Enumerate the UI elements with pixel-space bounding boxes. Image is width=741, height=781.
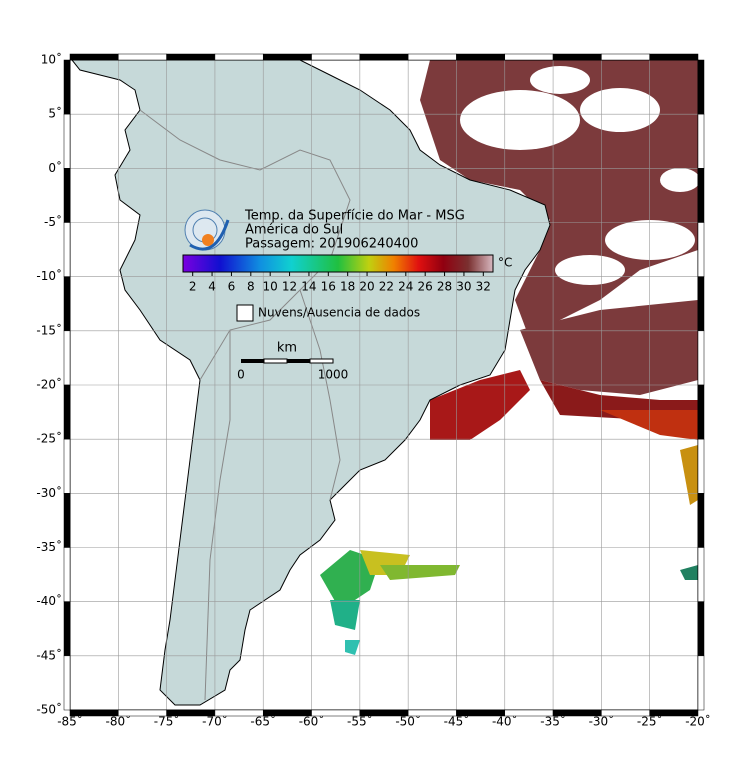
frame-segment [697, 655, 705, 711]
pass: Passagem: 201906240400 [245, 237, 418, 252]
borders [204, 330, 231, 701]
frame-segment [601, 53, 650, 61]
map-area [71, 60, 698, 706]
region: América do Sul [245, 223, 343, 238]
frame-segment [63, 493, 71, 548]
frame-segment [407, 53, 457, 61]
lon-tick-label: -65˚ [250, 714, 276, 729]
colorbar-tick-label: 28 [437, 280, 452, 294]
borders [299, 289, 341, 501]
frame-segment [63, 547, 71, 602]
frame-segment [63, 276, 71, 332]
colorbar-tick-label: 30 [456, 280, 471, 294]
lat-tick-label: -50˚ [36, 702, 62, 717]
frame-segment [697, 59, 705, 115]
lat-tick-label: 0˚ [48, 160, 62, 175]
frame-segment [697, 438, 705, 494]
frame-segment [697, 276, 705, 332]
lat-tick-label: 5˚ [48, 106, 62, 121]
scale-label: 0 [237, 368, 245, 382]
lat-tick-label: -25˚ [36, 431, 62, 446]
lon-tick-label: -40˚ [492, 714, 518, 729]
frame-segment [697, 330, 705, 386]
frame-segment [262, 53, 312, 61]
frame-segment [63, 655, 71, 711]
frame-segment [649, 53, 699, 61]
legend-label: Nuvens/Ausencia de dados [258, 306, 420, 320]
frame-segment [63, 222, 71, 277]
colorbar-tick-label: 4 [208, 280, 216, 294]
frame-segment [63, 59, 71, 115]
lon-tick-label: -25˚ [637, 714, 663, 729]
frame-segment [359, 53, 409, 61]
lat-tick-label: -30˚ [36, 485, 62, 500]
frame-segment [649, 709, 699, 717]
lat-tick-label: 10˚ [41, 52, 62, 67]
lat-tick-label: -35˚ [36, 539, 62, 554]
lon-tick-label: -70˚ [202, 714, 228, 729]
lon-tick-label: -60˚ [299, 714, 325, 729]
frame-segment [504, 53, 554, 61]
frame-segment [63, 168, 71, 223]
colorbar-tick-label: 10 [263, 280, 278, 294]
frame-segment [697, 601, 705, 657]
frame-segment [311, 53, 361, 61]
frame-segment [697, 222, 705, 277]
colorbar-tick-label: 6 [228, 280, 236, 294]
frame-segment [697, 547, 705, 602]
lat-tick-label: -45˚ [36, 647, 62, 662]
scale-unit: km [277, 341, 297, 356]
lon-tick-label: -45˚ [444, 714, 470, 729]
lon-tick-label: -35˚ [540, 714, 566, 729]
frame-segment [697, 168, 705, 223]
lat-tick-label: -40˚ [36, 593, 62, 608]
frame-segment [552, 53, 602, 61]
frame-segment [69, 53, 119, 61]
colorbar-tick-label: 8 [247, 280, 255, 294]
logo [184, 209, 230, 251]
lat-tick-label: -15˚ [36, 322, 62, 337]
frame-segment [63, 113, 71, 169]
lon-tick-label: -85˚ [57, 714, 83, 729]
lon-tick-label: -50˚ [395, 714, 421, 729]
lon-tick-label: -75˚ [154, 714, 180, 729]
colorbar-tick-label: 14 [301, 280, 316, 294]
frame-segment [214, 53, 264, 61]
lat-tick-label: -20˚ [36, 377, 62, 392]
colorbar-tick-label: 2 [189, 280, 197, 294]
frame-segment [456, 53, 506, 61]
frame-segment [118, 53, 167, 61]
frame-segment [697, 113, 705, 169]
lat-tick-label: -10˚ [36, 268, 62, 283]
lon-tick-label: -20˚ [685, 714, 711, 729]
frame-segment [697, 384, 705, 440]
colorbar-tick-label: 12 [282, 280, 297, 294]
title: Temp. da Superfície do Mar - MSG [244, 209, 465, 224]
frame-segment [63, 601, 71, 657]
colorbar-tick-label: 18 [340, 280, 355, 294]
lon-tick-label: -30˚ [589, 714, 615, 729]
scale-bar [241, 358, 334, 364]
frame-segment [697, 493, 705, 548]
lon-tick-label: -55˚ [347, 714, 373, 729]
colorbar-tick-label: 22 [379, 280, 394, 294]
colorbar-unit: °C [498, 256, 512, 270]
colorbar-tick-label: 24 [398, 280, 413, 294]
frame-segment [63, 384, 71, 440]
colorbar-tick-label: 20 [359, 280, 374, 294]
colorbar [182, 254, 494, 273]
scale-label: 1000 [318, 368, 349, 382]
frame-segment [63, 438, 71, 494]
frame-segment [63, 330, 71, 386]
colorbar-tick-label: 26 [418, 280, 433, 294]
frame-segment [166, 53, 216, 61]
lon-tick-label: -80˚ [106, 714, 132, 729]
clouds [460, 66, 698, 285]
legend-swatch [236, 304, 254, 322]
colorbar-tick-label: 32 [476, 280, 491, 294]
lat-tick-label: -5˚ [44, 214, 62, 229]
colorbar-tick-label: 16 [321, 280, 336, 294]
